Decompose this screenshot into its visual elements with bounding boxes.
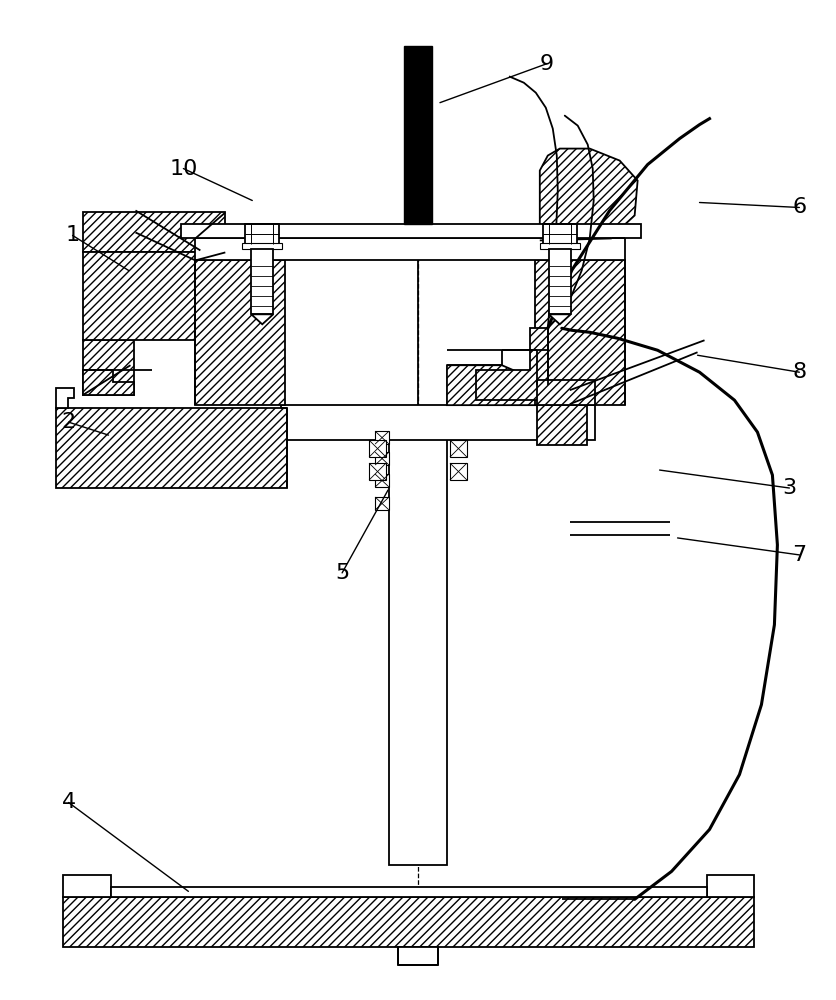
Bar bbox=[375, 452, 389, 465]
Bar bbox=[536, 380, 594, 405]
Text: 5: 5 bbox=[334, 563, 349, 583]
Polygon shape bbox=[83, 340, 135, 395]
Polygon shape bbox=[55, 388, 74, 408]
Bar bbox=[181, 224, 640, 238]
Polygon shape bbox=[251, 314, 273, 324]
Text: 1: 1 bbox=[65, 225, 79, 245]
Polygon shape bbox=[83, 212, 225, 252]
Bar bbox=[450, 440, 466, 457]
Bar bbox=[375, 497, 389, 510]
Polygon shape bbox=[536, 385, 586, 445]
Bar bbox=[375, 474, 389, 487]
Text: 9: 9 bbox=[539, 54, 553, 74]
Text: 8: 8 bbox=[792, 362, 805, 382]
Polygon shape bbox=[83, 370, 135, 395]
Bar bbox=[542, 224, 576, 244]
Bar bbox=[55, 408, 287, 488]
Bar bbox=[369, 463, 385, 480]
Bar bbox=[245, 224, 279, 244]
Polygon shape bbox=[446, 365, 536, 405]
Text: 4: 4 bbox=[61, 792, 75, 812]
Bar bbox=[548, 249, 570, 314]
Bar bbox=[281, 405, 594, 440]
Bar bbox=[251, 249, 273, 314]
Bar bbox=[195, 238, 624, 260]
Polygon shape bbox=[548, 314, 570, 324]
Bar bbox=[398, 947, 437, 965]
Bar bbox=[63, 897, 753, 947]
Bar bbox=[63, 875, 110, 897]
Polygon shape bbox=[476, 328, 547, 400]
Polygon shape bbox=[534, 260, 624, 405]
Bar bbox=[404, 46, 431, 224]
Bar bbox=[110, 887, 706, 897]
Text: 7: 7 bbox=[792, 545, 805, 565]
Polygon shape bbox=[539, 149, 637, 240]
Text: 10: 10 bbox=[169, 159, 197, 179]
Bar bbox=[369, 440, 385, 457]
Text: 6: 6 bbox=[792, 197, 805, 217]
Text: 2: 2 bbox=[61, 412, 75, 432]
Bar bbox=[389, 420, 446, 865]
Bar bbox=[539, 243, 579, 249]
Bar bbox=[242, 243, 282, 249]
Bar bbox=[375, 431, 389, 444]
Text: 3: 3 bbox=[782, 478, 796, 498]
Bar bbox=[706, 875, 753, 897]
Polygon shape bbox=[195, 260, 285, 405]
Bar bbox=[450, 463, 466, 480]
Polygon shape bbox=[83, 252, 225, 340]
